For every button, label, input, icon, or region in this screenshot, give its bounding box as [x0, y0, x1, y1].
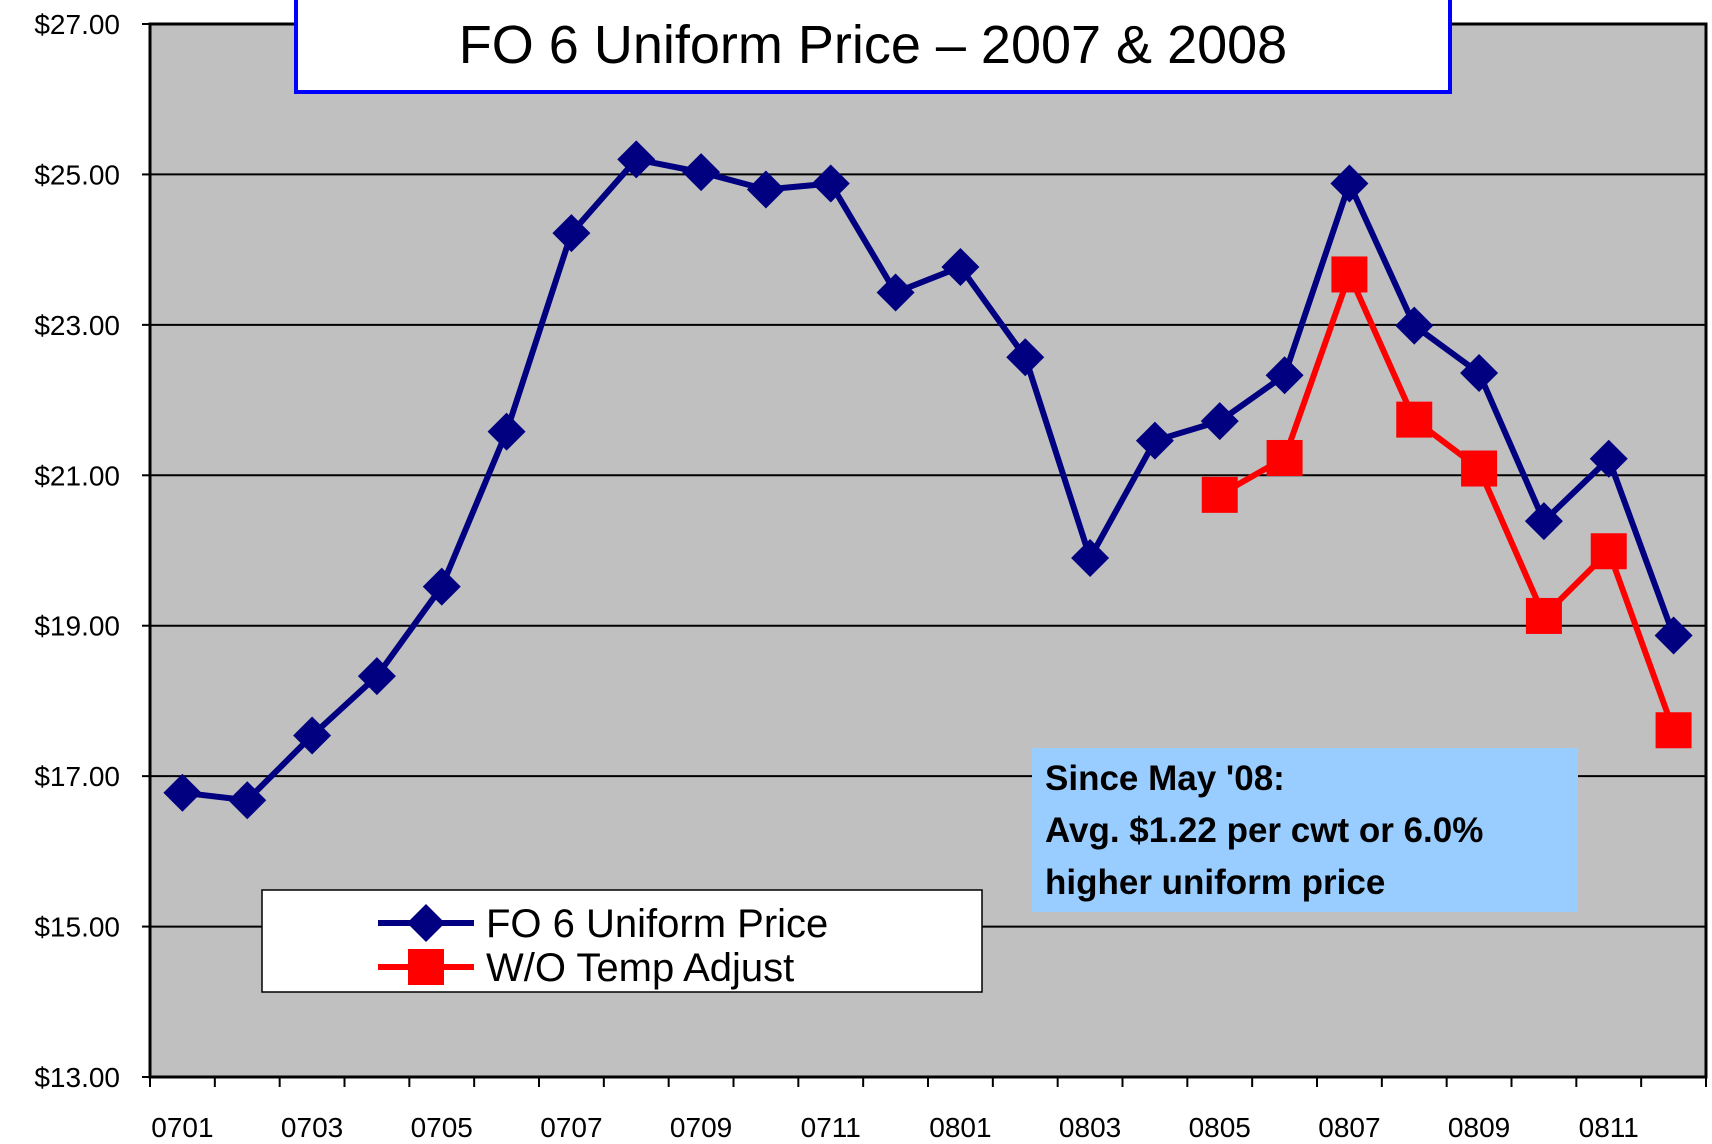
annotation-text: higher uniform price [1045, 863, 1385, 902]
legend-marker [407, 904, 445, 942]
data-point [1460, 353, 1499, 392]
data-point [357, 657, 396, 696]
x-tick-label: 0701 [151, 1112, 213, 1143]
annotation-box [1032, 748, 1578, 912]
data-point [682, 153, 721, 192]
x-tick-label: 0705 [411, 1112, 473, 1143]
data-point [293, 716, 332, 755]
data-point [941, 247, 980, 286]
chart-title: FO 6 Uniform Price – 2007 & 2008 [459, 15, 1287, 75]
data-point [1461, 450, 1498, 487]
data-point [1589, 439, 1628, 478]
x-tick-label: 0811 [1579, 1112, 1639, 1143]
data-point [1590, 533, 1627, 570]
data-point [1396, 401, 1433, 438]
x-tick-label: 0707 [540, 1112, 602, 1143]
y-tick-label: $21.00 [34, 460, 120, 491]
x-tick-label: 0807 [1318, 1112, 1380, 1143]
data-point [876, 273, 915, 312]
legend-box [261, 889, 983, 993]
y-tick-label: $13.00 [34, 1062, 120, 1093]
y-tick-label: $23.00 [34, 310, 120, 341]
annotation-text: Since May '08: [1045, 759, 1285, 798]
data-point [617, 140, 656, 179]
data-point [1655, 712, 1692, 749]
data-point [1200, 402, 1239, 441]
x-tick-label: 0711 [801, 1112, 861, 1143]
data-point [1006, 338, 1045, 377]
x-tick-label: 0709 [670, 1112, 732, 1143]
legend-marker [408, 949, 444, 985]
legend-label: FO 6 Uniform Price [486, 902, 828, 946]
data-point [1266, 439, 1303, 476]
y-tick-label: $19.00 [34, 611, 120, 642]
data-point [1201, 476, 1238, 513]
data-point [163, 773, 202, 812]
data-point [1524, 502, 1563, 541]
y-tick-label: $25.00 [34, 159, 120, 190]
x-tick-label: 0805 [1189, 1112, 1251, 1143]
data-point [228, 781, 267, 820]
data-point [1525, 597, 1562, 634]
data-point [1395, 306, 1434, 345]
data-point [1265, 356, 1304, 395]
data-point [746, 170, 785, 209]
data-point [1331, 256, 1368, 293]
data-point [1071, 539, 1110, 578]
annotation-text: Avg. $1.22 per cwt or 6.0% [1045, 811, 1483, 850]
x-tick-label: 0809 [1448, 1112, 1510, 1143]
data-point [811, 164, 850, 203]
y-tick-label: $27.00 [34, 9, 120, 40]
data-point [1654, 616, 1693, 655]
data-point [1135, 421, 1174, 460]
x-tick-label: 0803 [1059, 1112, 1121, 1143]
data-point [422, 567, 461, 606]
x-tick-label: 0703 [281, 1112, 343, 1143]
y-tick-label: $15.00 [34, 912, 120, 943]
data-point [552, 214, 591, 253]
title-box [294, 0, 1452, 94]
y-tick-label: $17.00 [34, 761, 120, 792]
legend-label: W/O Temp Adjust [486, 946, 794, 990]
data-point [487, 412, 526, 451]
x-tick-label: 0801 [929, 1112, 991, 1143]
data-point [1330, 164, 1369, 203]
